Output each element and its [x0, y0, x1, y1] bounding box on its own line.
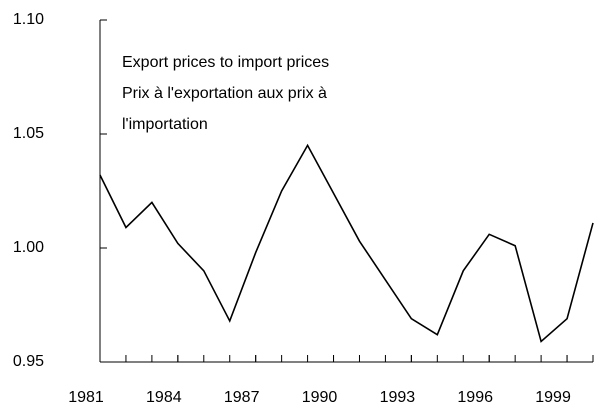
data-line — [99, 143, 594, 343]
x-tick-label: 1981 — [68, 389, 104, 406]
x-tick-label: 1984 — [146, 389, 182, 406]
y-tick-label: 0.95 — [13, 353, 44, 370]
y-tick-label: 1.10 — [13, 11, 44, 28]
annotation: Prix à l'exportation aux prix à — [122, 85, 327, 102]
x-tick-label: 1987 — [224, 389, 260, 406]
annotation: l'importation — [122, 116, 208, 133]
x-tick-label: 1990 — [302, 389, 338, 406]
y-tick-label: 1.05 — [13, 125, 44, 142]
x-tick-label: 1996 — [457, 389, 493, 406]
x-tick-label: 1999 — [535, 389, 571, 406]
annotation: Export prices to import prices — [122, 54, 329, 71]
y-tick-label: 1.00 — [13, 239, 44, 256]
x-tick-label: 1993 — [380, 389, 416, 406]
